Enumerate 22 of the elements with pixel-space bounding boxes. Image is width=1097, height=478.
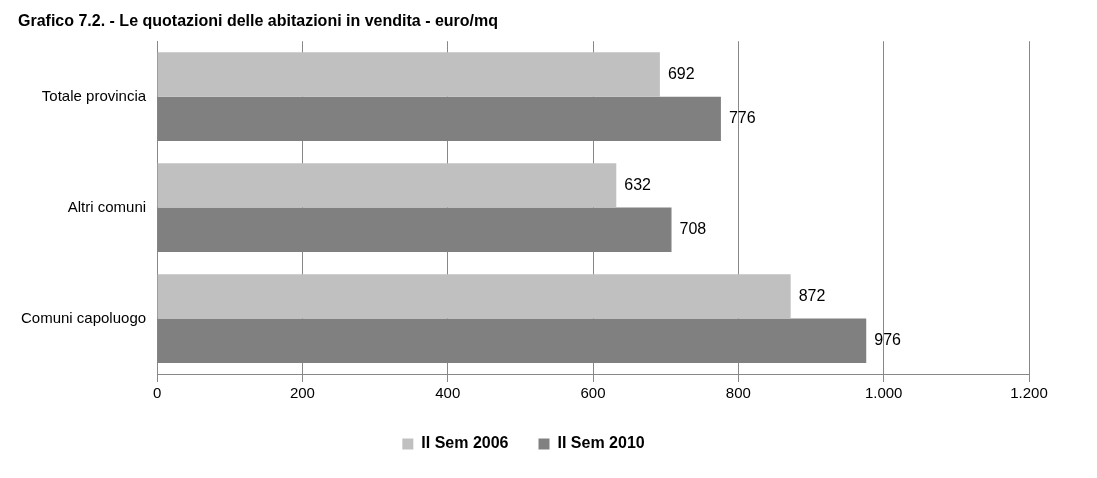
y-tick-label: Totale provincia bbox=[41, 86, 147, 104]
bar bbox=[157, 52, 660, 97]
y-tick-label: Comuni capoluogo bbox=[20, 308, 147, 326]
data-label: 776 bbox=[728, 109, 756, 127]
x-tick-label: 1.200 bbox=[1010, 384, 1048, 402]
x-tick-label: 800 bbox=[725, 384, 751, 402]
x-tick-label: 600 bbox=[580, 384, 606, 402]
x-tick-label: 1.000 bbox=[864, 384, 903, 402]
data-label: 872 bbox=[798, 286, 826, 304]
legend-label: II Sem 2010 bbox=[557, 434, 645, 452]
data-label: 632 bbox=[624, 175, 652, 193]
data-label: 708 bbox=[679, 220, 707, 238]
data-label: 976 bbox=[874, 331, 902, 349]
bar bbox=[157, 163, 617, 208]
x-tick-label: 0 bbox=[152, 384, 162, 402]
chart-title: Grafico 7.2. - Le quotazioni delle abitazioni in vendita - euro/mq bbox=[18, 12, 499, 30]
legend-label: II Sem 2006 bbox=[421, 434, 509, 452]
x-tick-label: 400 bbox=[435, 384, 461, 402]
data-label: 692 bbox=[667, 64, 695, 82]
y-tick-label: Altri comuni bbox=[67, 197, 147, 215]
x-tick-label: 200 bbox=[289, 384, 315, 402]
bar bbox=[157, 274, 791, 319]
